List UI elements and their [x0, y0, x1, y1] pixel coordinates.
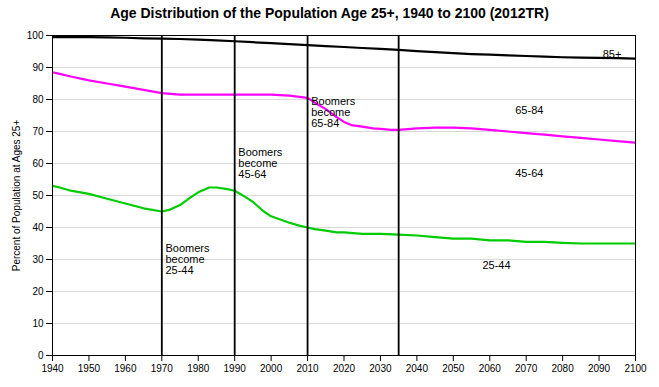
svg-text:80: 80	[32, 94, 44, 105]
svg-text:2080: 2080	[552, 363, 575, 374]
svg-text:Percent of Population at Ages: Percent of Population at Ages 25+	[11, 120, 22, 272]
svg-text:50: 50	[32, 190, 44, 201]
svg-text:20: 20	[32, 286, 44, 297]
svg-text:85+: 85+	[603, 48, 622, 60]
svg-text:70: 70	[32, 126, 44, 137]
svg-text:65-84: 65-84	[515, 104, 543, 116]
svg-text:60: 60	[32, 158, 44, 169]
svg-text:100: 100	[27, 30, 44, 41]
svg-text:1940: 1940	[41, 363, 64, 374]
svg-text:0: 0	[38, 350, 44, 361]
svg-text:40: 40	[32, 222, 44, 233]
svg-text:2040: 2040	[406, 363, 429, 374]
svg-text:Boomersbecome65-84: Boomersbecome65-84	[311, 95, 356, 129]
svg-text:45-64: 45-64	[515, 167, 543, 179]
html-text:Age Distribution of the Popula: Age Distribution of the Population Age 2…	[110, 5, 549, 21]
svg-text:Boomersbecome45-64: Boomersbecome45-64	[238, 146, 283, 180]
svg-text:2050: 2050	[442, 363, 465, 374]
svg-text:90: 90	[32, 62, 44, 73]
svg-text:2000: 2000	[260, 363, 283, 374]
svg-text:10: 10	[32, 318, 44, 329]
svg-text:2030: 2030	[369, 363, 392, 374]
svg-text:2060: 2060	[479, 363, 502, 374]
svg-text:2010: 2010	[296, 363, 319, 374]
svg-text:2070: 2070	[515, 363, 538, 374]
svg-text:1980: 1980	[187, 363, 210, 374]
svg-text:30: 30	[32, 254, 44, 265]
svg-text:Boomersbecome25-44: Boomersbecome25-44	[165, 242, 210, 276]
svg-text:1970: 1970	[151, 363, 174, 374]
svg-text:2090: 2090	[588, 363, 611, 374]
svg-text:1950: 1950	[78, 363, 101, 374]
svg-text:1990: 1990	[224, 363, 247, 374]
svg-text:2100: 2100	[624, 363, 647, 374]
svg-text:1960: 1960	[114, 363, 137, 374]
svg-text:2020: 2020	[333, 363, 356, 374]
svg-text:25-44: 25-44	[482, 259, 510, 271]
